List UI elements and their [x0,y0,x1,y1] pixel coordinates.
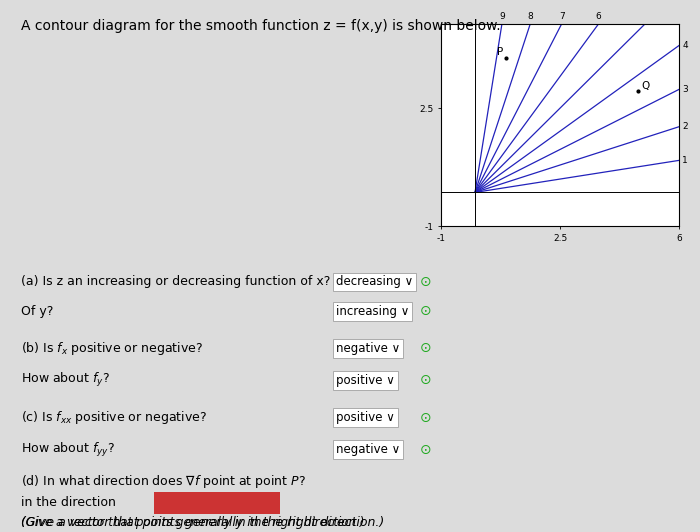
Text: increasing ∨: increasing ∨ [336,305,410,318]
Text: negative ∨: negative ∨ [336,342,400,355]
Text: ⊙: ⊙ [420,304,432,318]
Text: (b) Is $f_x$ positive or negative?: (b) Is $f_x$ positive or negative? [21,340,203,357]
Text: ⊙: ⊙ [420,373,432,387]
Text: positive ∨: positive ∨ [336,374,395,387]
Text: Q: Q [642,81,650,90]
Text: Of y?: Of y? [21,305,53,318]
Text: ⊙: ⊙ [420,275,432,289]
Text: ⊙: ⊙ [420,443,432,456]
Text: 6: 6 [596,12,601,21]
Text: 2: 2 [682,122,688,131]
Text: 3: 3 [682,85,688,94]
Text: negative ∨: negative ∨ [336,443,400,456]
Text: in the direction: in the direction [21,496,116,509]
Text: How about $f_y$?: How about $f_y$? [21,371,110,389]
Text: 9: 9 [499,12,505,21]
Text: 7: 7 [559,12,564,21]
Text: ⊙: ⊙ [420,342,432,355]
Text: (Give a vector that points generally in the right direction.): (Give a vector that points generally in … [21,516,365,529]
Text: ⊙: ⊙ [420,411,432,425]
Text: decreasing ∨: decreasing ∨ [336,276,413,288]
Text: 1: 1 [682,156,688,165]
Text: (c) Is $f_{xx}$ positive or negative?: (c) Is $f_{xx}$ positive or negative? [21,409,207,426]
Text: positive ∨: positive ∨ [336,411,395,424]
Text: 8: 8 [527,12,533,21]
Text: (d) In what direction does $\nabla f$ point at point $P$?: (d) In what direction does $\nabla f$ po… [21,473,306,490]
Text: A contour diagram for the smooth function z = f(x,y) is shown below.: A contour diagram for the smooth functio… [21,19,500,32]
Text: (Give a vector that points generally in the right direction.): (Give a vector that points generally in … [21,516,384,529]
Text: (a) Is z an increasing or decreasing function of x?: (a) Is z an increasing or decreasing fun… [21,276,330,288]
Text: How about $f_{yy}$?: How about $f_{yy}$? [21,440,115,459]
Text: P: P [497,47,503,57]
Text: 4: 4 [682,41,688,50]
